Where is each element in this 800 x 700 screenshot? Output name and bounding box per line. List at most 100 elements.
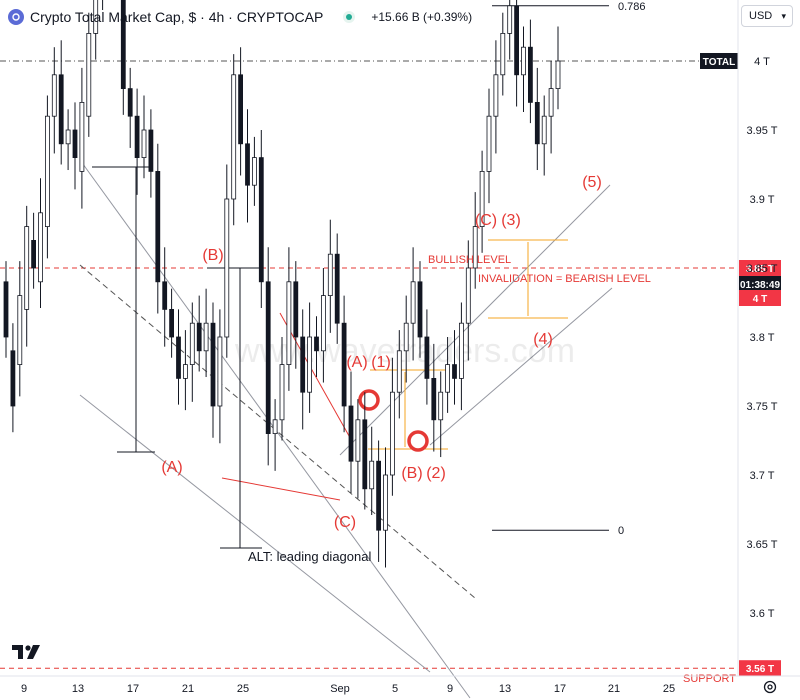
- price-tag-label: 3.85 T: [746, 264, 774, 275]
- symbol-icon[interactable]: [8, 9, 24, 25]
- candle-body: [189, 322, 195, 366]
- candle-body: [265, 281, 271, 434]
- series-tag: [700, 53, 738, 69]
- gear-icon[interactable]: [762, 679, 778, 695]
- wave-label: (3): [501, 212, 521, 229]
- candle-body: [224, 198, 230, 338]
- candle-body: [403, 322, 409, 352]
- x-tick-label: 13: [72, 683, 84, 695]
- wave-label: (1): [371, 354, 391, 371]
- candle-body: [417, 281, 423, 338]
- y-tick-label: 3.7 T: [750, 470, 775, 482]
- candle-body: [369, 460, 375, 490]
- x-tick-label: 21: [182, 683, 194, 695]
- candle-body: [169, 308, 175, 338]
- wave-label: (C): [475, 212, 497, 229]
- candle-body: [120, 0, 126, 90]
- candle-body: [534, 102, 540, 145]
- candle-body: [58, 74, 64, 145]
- chart-header: Crypto Total Market Cap, $ · 4h · CRYPTO…: [8, 6, 472, 28]
- price-change: +15.66 B (+0.39%): [371, 10, 473, 24]
- candle-body: [410, 281, 416, 324]
- candle-body: [217, 336, 223, 407]
- channel-line: [429, 287, 613, 446]
- candle-body: [196, 322, 202, 352]
- symbol-title[interactable]: Crypto Total Market Cap, $ · 4h · CRYPTO…: [30, 9, 324, 25]
- candle-body: [355, 419, 361, 462]
- candle-body: [472, 226, 478, 269]
- candle-body: [203, 322, 209, 352]
- marker-circle: [407, 430, 429, 452]
- y-tick-label: 3.9 T: [750, 194, 775, 206]
- fib-label: 0.786: [618, 1, 646, 13]
- market-status-icon: [343, 11, 356, 23]
- candle-body: [314, 336, 319, 352]
- series-tag-label: TOTAL: [703, 57, 735, 68]
- candle-body: [555, 60, 561, 90]
- candle-body: [383, 474, 388, 531]
- candle-body: [300, 336, 306, 393]
- candle-body: [93, 0, 99, 34]
- candle-body: [38, 212, 43, 283]
- candle-body: [65, 129, 71, 145]
- candle-body: [10, 350, 16, 407]
- candle-body: [424, 336, 430, 379]
- candle-body: [548, 88, 554, 117]
- candle-body: [3, 281, 9, 338]
- candle-body: [238, 74, 244, 145]
- candle-body: [521, 46, 526, 76]
- candle-body: [327, 253, 333, 296]
- wave-label: (4): [533, 331, 553, 348]
- candle-body: [341, 322, 347, 407]
- candle-body: [431, 377, 437, 421]
- invalidation-label: INVALIDATION = BEARISH LEVEL: [478, 273, 651, 285]
- candle-body: [258, 157, 264, 283]
- candle-body: [210, 322, 216, 407]
- candle-body: [279, 364, 285, 421]
- x-tick-label: 21: [608, 683, 620, 695]
- wave-label: (2): [426, 465, 446, 482]
- price-tag: [739, 660, 781, 677]
- candle-body: [272, 419, 278, 434]
- candle-body: [155, 170, 161, 283]
- candle-body: [493, 74, 499, 117]
- candle-body: [348, 405, 354, 462]
- wave-label: (A): [346, 354, 367, 371]
- price-tag: [739, 260, 781, 276]
- candle-body: [528, 46, 533, 103]
- support-label: SUPPORT: [683, 673, 736, 685]
- y-tick-label: 3.8 T: [750, 332, 775, 344]
- diagonal-line: [279, 312, 354, 444]
- currency-select[interactable]: USD ▾: [741, 5, 793, 27]
- candle-body: [245, 143, 250, 186]
- candle-body: [141, 129, 147, 159]
- bullish-level-label: BULLISH LEVEL: [428, 254, 511, 266]
- candle-body: [362, 419, 368, 490]
- candle-body: [251, 157, 257, 186]
- y-tick-label: 3.95 T: [747, 125, 778, 137]
- candle-body: [176, 336, 181, 379]
- candle-body: [79, 102, 85, 172]
- candle-body: [479, 170, 485, 227]
- candle-body: [376, 460, 382, 531]
- candle-body: [17, 295, 23, 366]
- x-tick-label: 17: [127, 683, 139, 695]
- wave-label: (A): [161, 459, 182, 476]
- price-tag-label: 4 T: [753, 294, 767, 305]
- channel-line: [79, 394, 431, 673]
- candle-body: [514, 5, 519, 76]
- y-tick-label: 3.65 T: [747, 539, 778, 551]
- x-tick-label: 9: [447, 683, 453, 695]
- candle-body: [452, 364, 457, 379]
- fib-label: 0: [618, 525, 624, 537]
- candle-body: [31, 239, 37, 269]
- candle-body: [127, 88, 133, 117]
- candle-body: [320, 295, 326, 352]
- candle-body: [307, 336, 313, 393]
- candle-body: [507, 5, 513, 34]
- candle-body: [86, 33, 92, 117]
- tradingview-logo-icon[interactable]: [12, 642, 42, 666]
- x-tick-label: Sep: [330, 683, 350, 695]
- wave-label: (B): [401, 465, 422, 482]
